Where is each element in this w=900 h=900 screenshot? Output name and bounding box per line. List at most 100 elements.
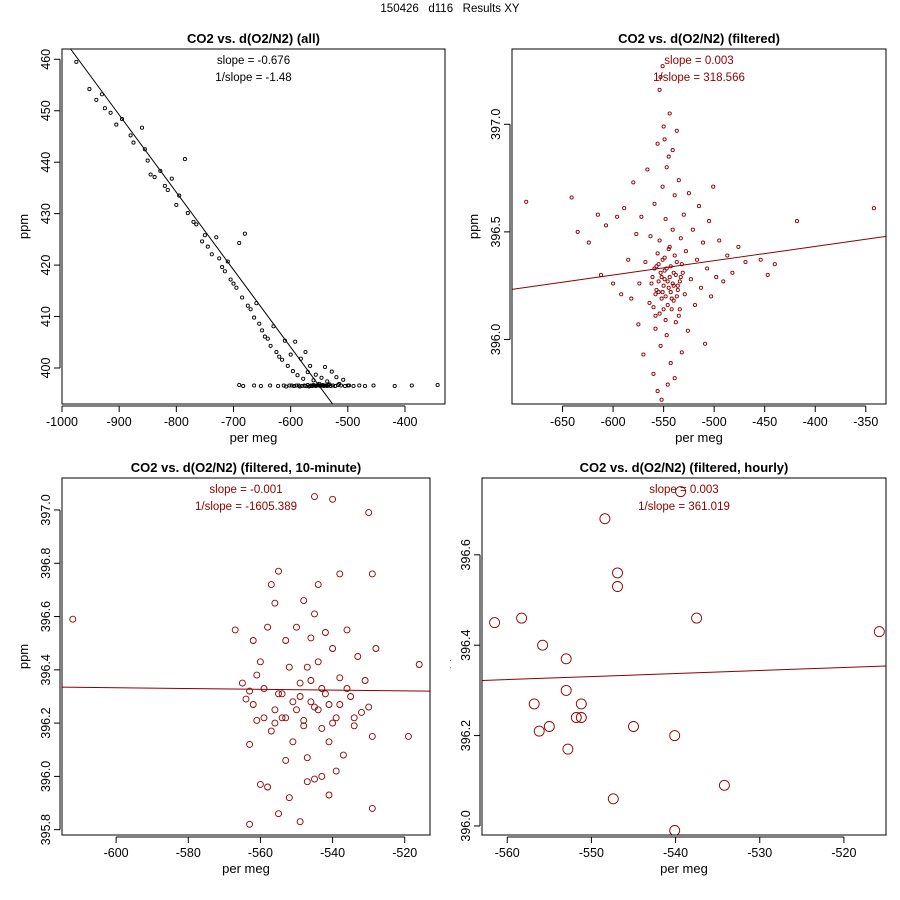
- data-point: [102, 106, 107, 111]
- data-point: [267, 727, 275, 735]
- data-point: [336, 674, 344, 682]
- x-tick-label: -450: [752, 415, 777, 429]
- y-tick-label: 396.0: [459, 810, 473, 841]
- data-point: [253, 671, 261, 679]
- inverse-slope-annotation: 1/slope = -1.48: [215, 72, 291, 84]
- data-point: [669, 825, 681, 835]
- data-point: [636, 322, 641, 327]
- data-point: [672, 376, 677, 381]
- x-tick-label: -520: [392, 846, 417, 860]
- x-axis-label: per meg: [222, 861, 270, 876]
- data-point: [321, 629, 329, 636]
- data-point: [94, 97, 99, 102]
- y-axis-label: ppm: [16, 214, 31, 239]
- data-point: [139, 125, 145, 130]
- data-point: [612, 567, 623, 579]
- y-tick-label: 397.0: [489, 109, 503, 140]
- data-point: [347, 693, 355, 700]
- data-point: [142, 147, 147, 152]
- data-point: [643, 259, 648, 265]
- plot-frame: [61, 48, 446, 405]
- data-point: [282, 756, 290, 764]
- data-point: [350, 722, 358, 730]
- data-point: [69, 615, 77, 623]
- y-tick-label: 396.0: [39, 761, 53, 792]
- data-point: [660, 184, 665, 189]
- data-point: [237, 240, 242, 246]
- data-point: [647, 300, 652, 305]
- data-point: [682, 292, 687, 297]
- data-point: [325, 701, 333, 708]
- data-point: [275, 567, 282, 575]
- data-point: [586, 240, 591, 245]
- data-point: [661, 124, 666, 129]
- data-point: [628, 721, 639, 732]
- data-point: [293, 623, 300, 631]
- data-point: [300, 722, 308, 730]
- chart-title: CO2 vs. d(O2/N2) (all): [187, 31, 320, 46]
- data-point: [332, 714, 340, 722]
- data-point: [177, 193, 182, 198]
- data-point: [334, 375, 339, 380]
- data-point: [659, 296, 664, 301]
- data-point: [321, 690, 329, 698]
- x-tick-label: -350: [853, 415, 878, 429]
- data-point: [303, 663, 311, 671]
- data-point: [284, 384, 289, 389]
- data-point: [672, 253, 677, 258]
- data-point: [128, 133, 133, 138]
- y-tick-label: 396.8: [39, 548, 53, 579]
- data-point: [246, 820, 254, 828]
- data-point: [119, 116, 125, 122]
- data-point: [108, 110, 113, 115]
- data-point: [240, 295, 245, 300]
- x-axis-label: per meg: [660, 861, 708, 876]
- data-point: [307, 698, 315, 706]
- data-point: [358, 708, 365, 716]
- data-point: [162, 183, 167, 188]
- data-point: [641, 352, 646, 357]
- data-point: [87, 87, 92, 92]
- data-point: [303, 778, 311, 786]
- inverse-slope-annotation: 1/slope = 361.019: [638, 501, 730, 513]
- y-axis-label: ppm: [466, 214, 481, 239]
- data-point: [665, 382, 670, 387]
- data-point: [634, 231, 639, 237]
- data-point: [289, 738, 297, 746]
- x-tick-label: -800: [164, 415, 189, 429]
- data-point: [691, 612, 703, 624]
- data-point: [528, 698, 540, 710]
- x-tick-label: -600: [601, 415, 626, 429]
- data-point: [174, 202, 179, 207]
- data-point: [371, 383, 376, 388]
- data-point: [736, 244, 741, 249]
- data-point: [330, 383, 336, 388]
- data-points: [74, 59, 440, 389]
- data-point: [314, 706, 322, 714]
- data-point: [677, 279, 682, 284]
- data-point: [698, 285, 704, 290]
- data-point: [343, 685, 351, 692]
- data-point: [694, 257, 700, 262]
- data-point: [673, 320, 678, 325]
- data-point: [308, 363, 313, 368]
- x-tick-label: -560: [248, 846, 273, 860]
- x-tick-label: -540: [663, 846, 688, 860]
- data-point: [409, 383, 414, 388]
- data-point: [246, 687, 254, 695]
- data-point: [307, 677, 315, 684]
- data-point: [354, 653, 362, 660]
- data-point: [674, 294, 679, 299]
- data-point: [343, 626, 351, 634]
- data-point: [260, 328, 265, 333]
- data-point: [256, 658, 264, 666]
- data-point: [678, 236, 683, 241]
- data-point: [271, 706, 279, 714]
- data-point: [543, 721, 555, 732]
- data-point: [664, 333, 669, 338]
- data-point: [871, 206, 876, 211]
- slope-annotation: slope = 0.003: [649, 484, 718, 496]
- data-point: [246, 740, 254, 748]
- chart-panel-filtered-10-minute: CO2 vs. d(O2/N2) (filtered, 10-minute) sl…: [16, 460, 431, 876]
- x-tick-label: -550: [579, 846, 604, 860]
